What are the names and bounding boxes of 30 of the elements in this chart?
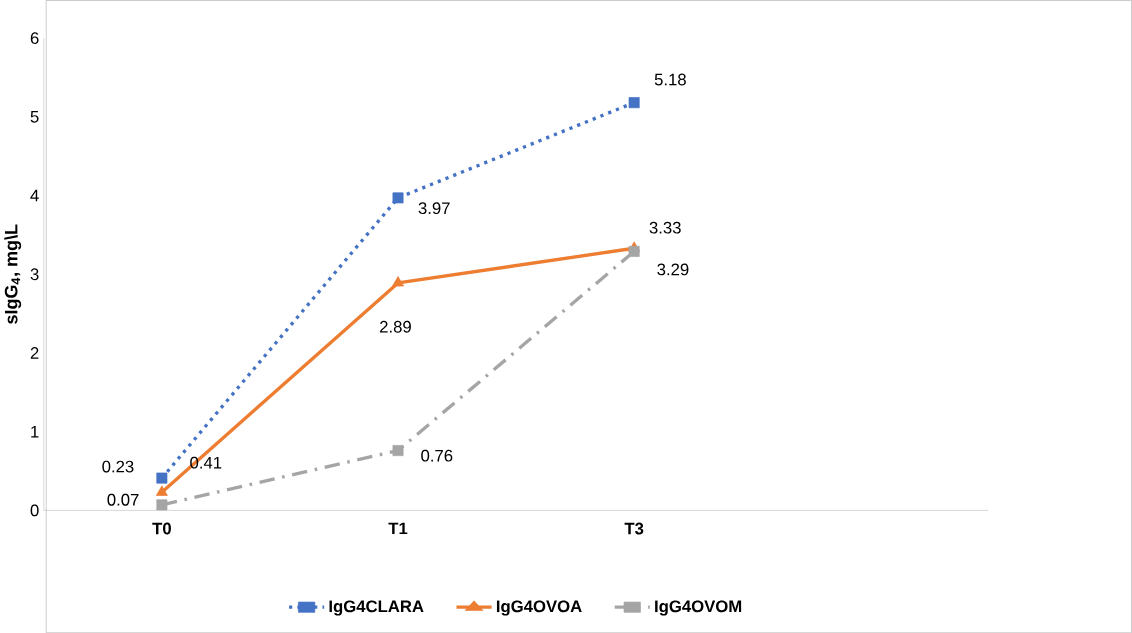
x-tick-label: T3 (624, 522, 644, 535)
legend-label: IgG4OVOM (655, 600, 742, 616)
data-label: 3.29 (657, 263, 689, 276)
data-label: 3.33 (649, 221, 681, 234)
y-axis-title: sIgG$_{4}$, mg\L (4, 224, 22, 324)
data-label: 0.76 (421, 449, 453, 462)
point (628, 97, 640, 108)
y-tick-label: 5 (30, 110, 39, 123)
point (392, 276, 404, 287)
legend-label: IgG4CLARA (329, 600, 424, 616)
data-label: 0.07 (107, 493, 139, 506)
y-tick-label: 6 (30, 32, 39, 44)
legend-label: IgG4OVOA (496, 600, 582, 616)
data-label: 0.23 (102, 460, 134, 473)
x-tick-label: T0 (152, 522, 171, 535)
y-tick-label: 4 (30, 189, 39, 202)
data-label: 3.97 (418, 202, 450, 214)
point (392, 192, 404, 204)
y-tick-label: 3 (30, 268, 39, 281)
point (156, 499, 168, 511)
data-label: 2.89 (380, 320, 411, 333)
point (155, 485, 168, 496)
y-tick-label: 0 (30, 504, 39, 517)
y-tick-label: 1 (31, 425, 39, 438)
data-label: 5.18 (654, 73, 686, 86)
point (628, 245, 640, 257)
y-tick-label: 2 (30, 346, 39, 359)
point (392, 444, 404, 456)
point (156, 472, 168, 484)
x-tick-label: T1 (388, 522, 408, 534)
